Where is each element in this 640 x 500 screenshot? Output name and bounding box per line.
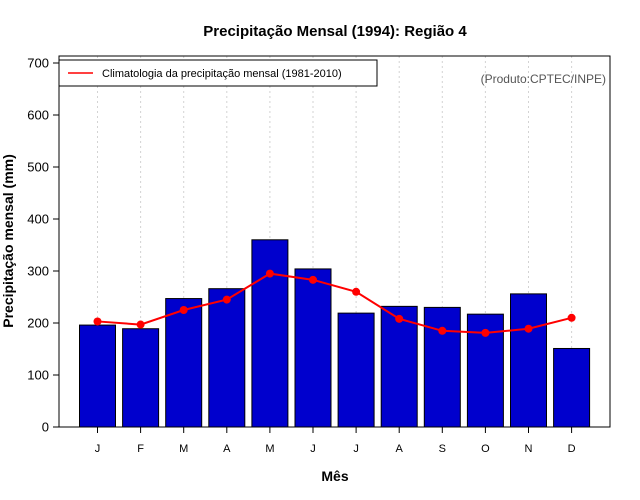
credit-annotation: (Produto:CPTEC/INPE) bbox=[481, 72, 606, 86]
climatology-line bbox=[97, 272, 572, 334]
climatology-line-group bbox=[93, 269, 576, 337]
y-tick-label: 300 bbox=[27, 264, 49, 279]
y-tick-label: 400 bbox=[27, 212, 49, 227]
y-axis: 0 100 200 300 400 500 600 700 bbox=[27, 56, 59, 435]
bar-j-7 bbox=[337, 312, 375, 428]
x-tick-label: N bbox=[525, 443, 533, 455]
x-tick-label: J bbox=[95, 443, 101, 455]
legend: Climatologia da precipitação mensal (198… bbox=[58, 59, 378, 87]
climatology-point-2 bbox=[136, 320, 145, 329]
y-axis-title: Precipitação mensal (mm) bbox=[0, 154, 16, 328]
y-tick-label: 500 bbox=[27, 160, 49, 175]
bar-m-3 bbox=[165, 298, 203, 428]
bar-d-12 bbox=[553, 347, 591, 428]
y-tick-label: 100 bbox=[27, 368, 49, 383]
climatology-point-12 bbox=[567, 313, 576, 322]
bar-f-2 bbox=[122, 328, 160, 428]
climatology-point-5 bbox=[265, 269, 274, 278]
bar-a-4 bbox=[208, 288, 246, 428]
x-tick-label: D bbox=[568, 443, 576, 455]
x-tick-label: O bbox=[481, 443, 490, 455]
bar-j-6 bbox=[294, 268, 332, 428]
climatology-point-1 bbox=[93, 317, 102, 326]
y-tick-label: 200 bbox=[27, 316, 49, 331]
x-tick-label: M bbox=[265, 443, 274, 455]
bars-group bbox=[79, 239, 591, 428]
climatology-point-10 bbox=[481, 328, 490, 337]
plot-frame bbox=[58, 55, 611, 428]
climatology-point-8 bbox=[395, 314, 404, 323]
x-tick-label: A bbox=[223, 443, 231, 455]
climatology-point-6 bbox=[309, 275, 317, 284]
bar-n-11 bbox=[510, 293, 547, 428]
x-tick-label: A bbox=[396, 443, 404, 455]
x-axis-title: Mês bbox=[321, 468, 348, 484]
x-tick-label: J bbox=[353, 443, 359, 455]
climatology-point-11 bbox=[524, 324, 533, 333]
y-tick-label: 600 bbox=[27, 108, 49, 123]
legend-box bbox=[58, 59, 378, 87]
bar-s-9 bbox=[423, 306, 461, 428]
bar-j-1 bbox=[79, 324, 116, 428]
y-tick-label: 0 bbox=[42, 420, 49, 435]
legend-entry-climatology: Climatologia da precipitação mensal (198… bbox=[102, 68, 342, 80]
x-tick-label: J bbox=[310, 443, 316, 455]
climatology-point-4 bbox=[222, 295, 231, 304]
y-tick-label: 700 bbox=[27, 56, 49, 71]
climatology-point-3 bbox=[179, 306, 188, 314]
bar-a-8 bbox=[380, 305, 418, 428]
climatology-point-9 bbox=[438, 326, 447, 335]
x-tick-label: M bbox=[179, 443, 188, 455]
chart-title: Precipitação Mensal (1994): Região 4 bbox=[203, 23, 467, 40]
x-tick-label: S bbox=[439, 443, 446, 455]
bar-m-5 bbox=[251, 239, 289, 428]
x-tick-label: F bbox=[137, 443, 144, 455]
climatology-point-7 bbox=[352, 287, 361, 296]
